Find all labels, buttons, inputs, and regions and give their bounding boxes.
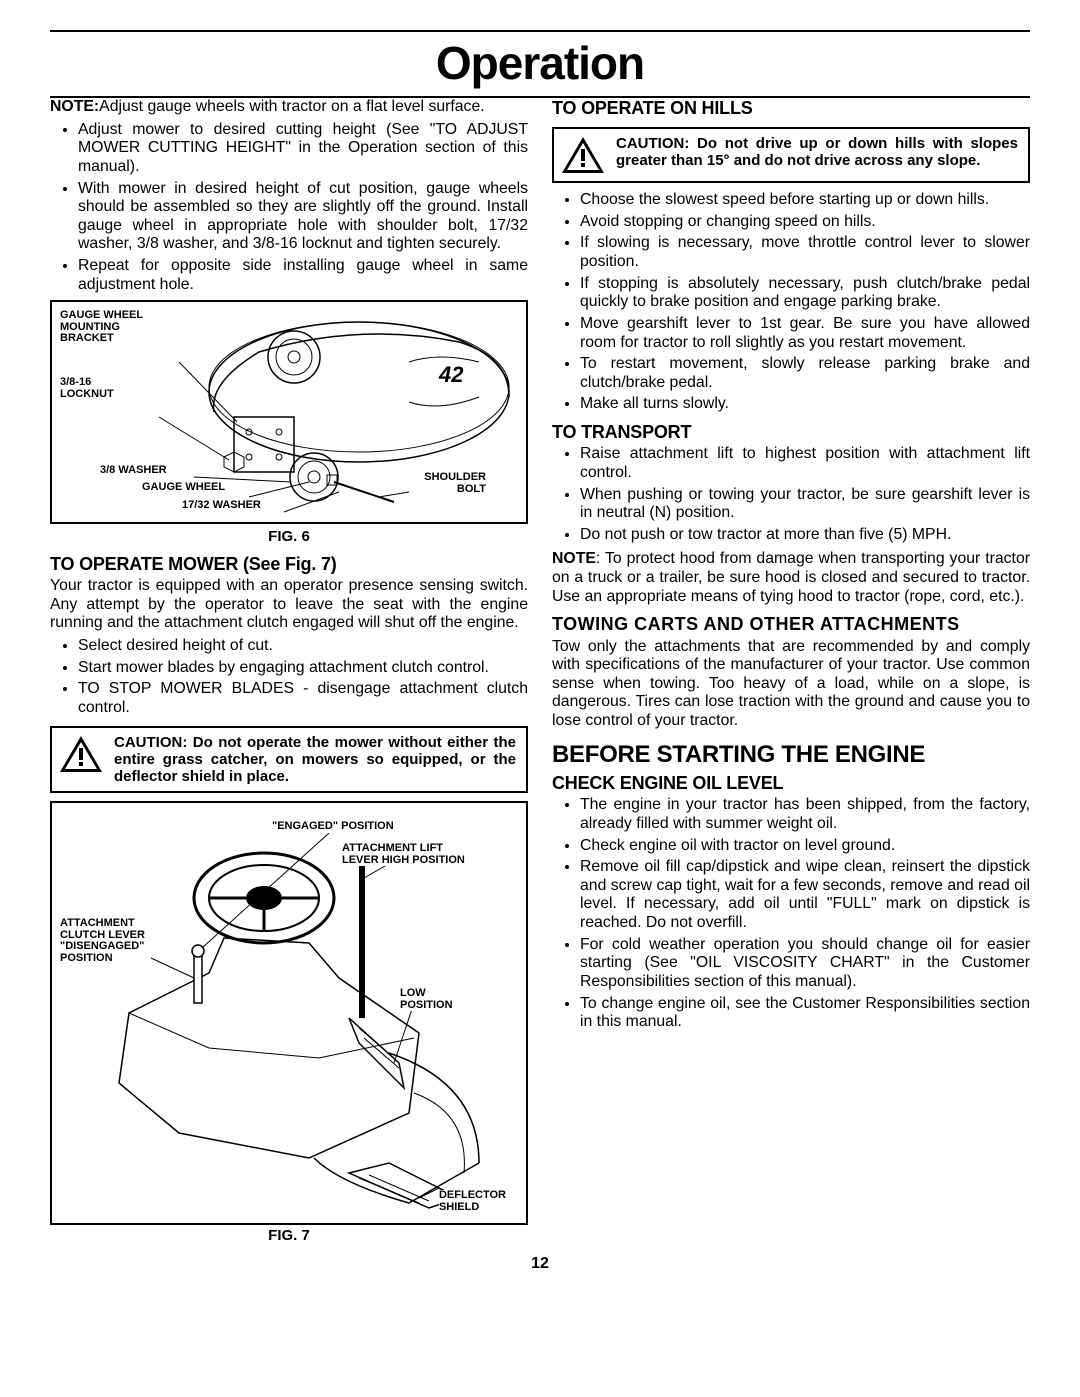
note-text: : To protect hood from damage when trans…: [552, 550, 1030, 604]
figure-7: "ENGAGED" POSITION ATTACHMENT LIFT LEVER…: [50, 801, 528, 1225]
transport-note: NOTE: To protect hood from damage when t…: [552, 550, 1030, 606]
hills-bullets: Choose the slowest speed before starting…: [552, 191, 1030, 414]
list-item: Move gearshift lever to 1st gear. Be sur…: [580, 315, 1030, 352]
list-item: Start mower blades by engaging attachmen…: [78, 659, 528, 678]
note-label: NOTE: [552, 550, 596, 567]
fig7-caption: FIG. 7: [50, 1227, 528, 1245]
fig6-label-38washer: 3/8 WASHER: [100, 465, 167, 477]
fig6-label-locknut: 3/8-16 LOCKNUT: [60, 377, 114, 400]
page: Operation NOTE:Adjust gauge wheels with …: [0, 0, 1080, 1293]
top-rule: [50, 30, 1030, 32]
list-item: TO STOP MOWER BLADES - disengage attachm…: [78, 680, 528, 717]
fig7-label-deflector: DEFLECTOR SHIELD: [439, 1190, 506, 1213]
fig7-label-low: LOW POSITION: [400, 988, 453, 1011]
fig6-label-bracket: GAUGE WHEEL MOUNTING BRACKET: [60, 310, 143, 345]
caution-box-hills: CAUTION: Do not drive up or down hills w…: [552, 127, 1030, 183]
towing-paragraph: Tow only the attachments that are recomm…: [552, 638, 1030, 731]
mower-bullets: Select desired height of cut. Start mowe…: [50, 637, 528, 718]
svg-text:42: 42: [438, 362, 464, 387]
warning-icon: [58, 734, 104, 774]
fig6-label-1732washer: 17/32 WASHER: [182, 500, 261, 512]
list-item: The engine in your tractor has been ship…: [580, 796, 1030, 833]
page-number: 12: [50, 1255, 1030, 1273]
list-item: Check engine oil with tractor on level g…: [580, 837, 1030, 856]
oil-bullets: The engine in your tractor has been ship…: [552, 796, 1030, 1032]
caution-label: CAUTION:: [114, 734, 187, 751]
mower-paragraph: Your tractor is equipped with an operato…: [50, 577, 528, 633]
list-item: Select desired height of cut.: [78, 637, 528, 656]
hills-heading: TO OPERATE ON HILLS: [552, 98, 1030, 119]
oil-heading: CHECK ENGINE OIL LEVEL: [552, 773, 1030, 794]
list-item: Remove oil fill cap/dipstick and wipe cl…: [580, 858, 1030, 933]
caution-box-mower: CAUTION: Do not operate the mower withou…: [50, 726, 528, 794]
caution-label: CAUTION:: [616, 135, 689, 152]
list-item: To restart movement, slowly release park…: [580, 355, 1030, 392]
list-item: With mower in desired height of cut posi…: [78, 180, 528, 255]
figure-6: 42: [50, 300, 528, 524]
fig6-label-shoulder-bolt: SHOULDER BOLT: [424, 472, 486, 495]
list-item: Repeat for opposite side installing gaug…: [78, 257, 528, 294]
caution-text: CAUTION: Do not operate the mower withou…: [114, 734, 516, 786]
transport-heading: TO TRANSPORT: [552, 422, 1030, 443]
top-bullets: Adjust mower to desired cutting height (…: [50, 121, 528, 295]
operate-mower-heading: TO OPERATE MOWER (See Fig. 7): [50, 554, 528, 575]
list-item: If stopping is absolutely necessary, pus…: [580, 275, 1030, 312]
warning-icon: [560, 135, 606, 175]
list-item: Do not push or tow tractor at more than …: [580, 526, 1030, 545]
transport-bullets: Raise attachment lift to highest positio…: [552, 445, 1030, 544]
right-column: TO OPERATE ON HILLS CAUTION: Do not driv…: [552, 98, 1030, 1253]
list-item: Adjust mower to desired cutting height (…: [78, 121, 528, 177]
fig6-label-gauge-wheel: GAUGE WHEEL: [142, 482, 225, 494]
before-starting-heading: BEFORE STARTING THE ENGINE: [552, 741, 1030, 769]
caution-text: CAUTION: Do not drive up or down hills w…: [616, 135, 1018, 170]
fig6-caption: FIG. 6: [50, 528, 528, 546]
note-label: NOTE:: [50, 98, 99, 115]
note-text: Adjust gauge wheels with tractor on a fl…: [99, 98, 484, 115]
list-item: For cold weather operation you should ch…: [580, 936, 1030, 992]
list-item: Choose the slowest speed before starting…: [580, 191, 1030, 210]
page-title: Operation: [50, 36, 1030, 90]
left-column: NOTE:Adjust gauge wheels with tractor on…: [50, 98, 528, 1253]
list-item: Raise attachment lift to highest positio…: [580, 445, 1030, 482]
list-item: If slowing is necessary, move throttle c…: [580, 234, 1030, 271]
towing-heading: TOWING CARTS AND OTHER ATTACHMENTS: [552, 614, 1030, 635]
fig7-label-engaged: "ENGAGED" POSITION: [272, 821, 394, 833]
fig7-label-clutch: ATTACHMENT CLUTCH LEVER "DISENGAGED" POS…: [60, 918, 145, 964]
list-item: To change engine oil, see the Customer R…: [580, 995, 1030, 1032]
list-item: Avoid stopping or changing speed on hill…: [580, 213, 1030, 232]
list-item: Make all turns slowly.: [580, 395, 1030, 414]
note-line: NOTE:Adjust gauge wheels with tractor on…: [50, 98, 528, 117]
list-item: When pushing or towing your tractor, be …: [580, 486, 1030, 523]
fig7-label-lift-high: ATTACHMENT LIFT LEVER HIGH POSITION: [342, 843, 465, 866]
content-columns: NOTE:Adjust gauge wheels with tractor on…: [50, 98, 1030, 1253]
